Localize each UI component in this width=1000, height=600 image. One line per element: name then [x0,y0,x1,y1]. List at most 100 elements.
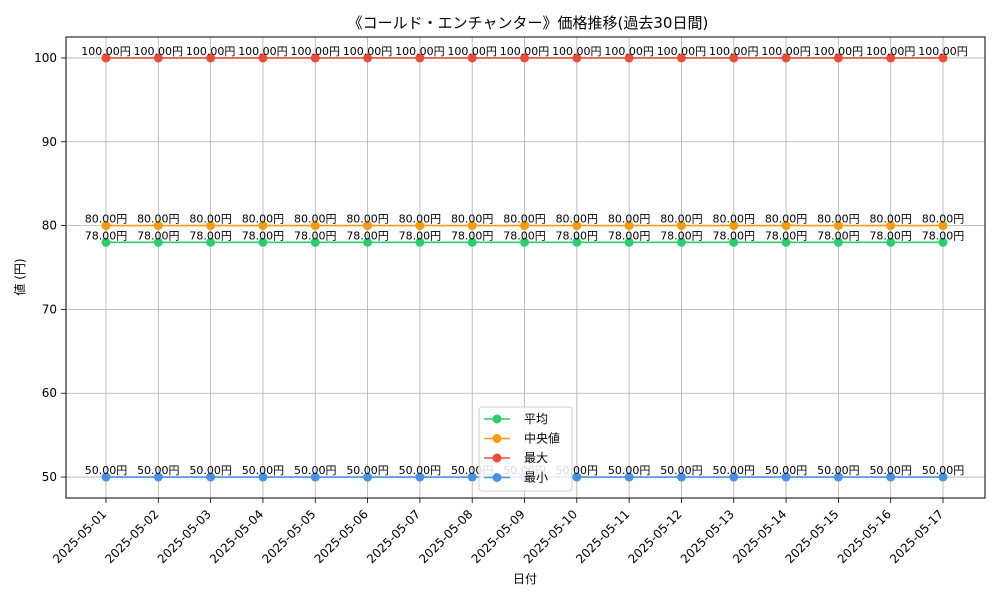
legend-label: 最小 [524,471,548,485]
data-point [729,221,739,231]
data-point [206,472,216,482]
data-point [886,221,896,231]
data-label: 78.00円 [869,229,912,242]
data-label: 50.00円 [713,464,756,477]
data-point [415,472,425,482]
data-point [833,472,843,482]
data-label: 80.00円 [137,213,180,226]
data-label: 50.00円 [137,464,180,477]
data-label: 100.00円 [709,45,759,58]
data-point [206,237,216,247]
data-label: 78.00円 [242,229,285,242]
legend-label: 中央値 [524,431,560,446]
legend-box [478,406,573,492]
x-tick-label: 2025-05-09 [469,507,528,566]
x-tick-label: 2025-05-12 [626,507,685,566]
data-label: 100.00円 [186,45,236,58]
data-label: 80.00円 [660,213,703,226]
series-layer [101,53,948,482]
legend-marker [492,473,502,482]
data-label: 50.00円 [765,464,808,477]
data-point [833,237,843,247]
y-tick-label: 60 [42,386,57,400]
data-label: 50.00円 [817,464,860,477]
data-point [676,53,686,63]
data-point [938,472,948,482]
y-axis-label: 値 (円) [12,258,27,295]
data-point [153,53,163,63]
data-point [310,221,320,231]
data-point [572,53,582,63]
data-label: 80.00円 [713,213,756,226]
data-point [258,472,268,482]
x-axis-label: 日付 [513,572,537,586]
data-label: 78.00円 [922,229,965,242]
data-label: 100.00円 [814,45,864,58]
data-label: 78.00円 [294,229,337,242]
y-tick-label: 90 [42,135,57,149]
data-point [781,53,791,63]
data-point [363,53,373,63]
data-label: 80.00円 [608,213,651,226]
data-label: 78.00円 [503,229,546,242]
data-label: 78.00円 [817,229,860,242]
x-tick-label: 2025-05-13 [678,507,737,566]
x-tick-label: 2025-05-17 [887,507,946,566]
data-point [676,237,686,247]
data-point [415,53,425,63]
data-point [572,472,582,482]
chart-title: 《コールド・エンチャンター》価格推移(過去30日間) [348,14,709,32]
legend-marker [492,453,502,463]
data-label: 100.00円 [395,45,445,58]
data-point [153,472,163,482]
data-point [258,221,268,231]
data-label: 100.00円 [761,45,811,58]
data-label: 80.00円 [242,213,285,226]
data-label: 80.00円 [869,213,912,226]
x-tick-label: 2025-05-07 [364,507,423,566]
data-label: 50.00円 [608,464,651,477]
data-point [781,237,791,247]
data-label: 80.00円 [399,213,442,226]
data-label: 50.00円 [399,464,442,477]
data-label: 100.00円 [238,45,288,58]
data-point [886,237,896,247]
x-tick-label: 2025-05-05 [259,507,318,566]
data-label: 80.00円 [922,213,965,226]
data-point [624,53,634,63]
data-label: 80.00円 [451,213,494,226]
data-point [206,53,216,63]
data-point [938,221,948,231]
data-point [206,221,216,231]
data-label: 100.00円 [81,45,131,58]
data-point [938,237,948,247]
data-label: 50.00円 [189,464,232,477]
data-point [886,53,896,63]
data-point [781,221,791,231]
data-label: 50.00円 [922,464,965,477]
data-point [520,221,529,231]
data-point [467,221,477,231]
data-label: 100.00円 [343,45,393,58]
data-point [624,237,634,247]
data-label: 80.00円 [765,213,808,226]
x-tick-label: 2025-05-10 [521,507,580,566]
data-point [310,472,320,482]
data-point [729,472,739,482]
x-tick-label: 2025-05-01 [50,507,109,566]
y-tick-label: 50 [42,470,57,484]
data-label: 100.00円 [866,45,916,58]
y-tick-label: 100 [34,51,57,65]
data-point [363,237,373,247]
data-point [101,237,111,247]
x-tick-label: 2025-05-03 [155,507,214,566]
data-label: 78.00円 [451,229,494,242]
data-label: 78.00円 [660,229,703,242]
data-point [572,237,582,247]
data-label: 78.00円 [608,229,651,242]
data-label: 78.00円 [713,229,756,242]
data-label: 80.00円 [817,213,860,226]
data-point [101,472,111,482]
data-point [833,221,843,231]
